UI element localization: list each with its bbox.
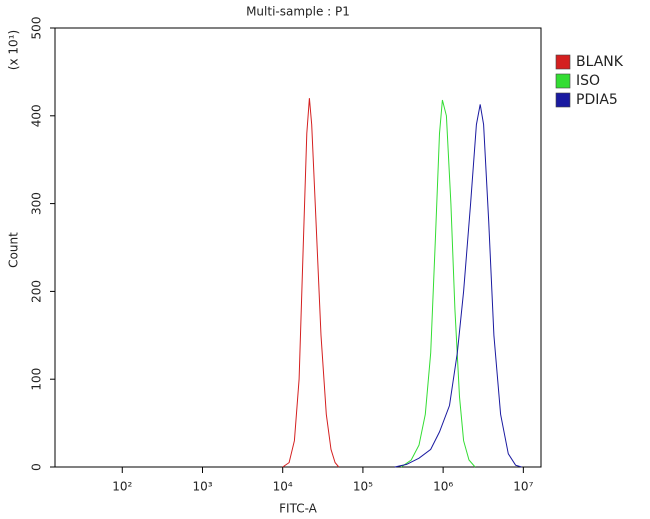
legend-label: BLANK bbox=[576, 54, 624, 70]
legend-label: ISO bbox=[576, 73, 600, 89]
x-axis-label: FITC-A bbox=[279, 502, 318, 516]
y-multiplier: (x 10¹) bbox=[7, 30, 21, 70]
x-tick-label: 10⁶ bbox=[433, 480, 453, 494]
y-tick-label: 300 bbox=[30, 192, 44, 215]
x-tick-label: 10⁵ bbox=[353, 480, 373, 494]
legend-swatch bbox=[555, 92, 571, 108]
y-tick-label: 500 bbox=[30, 17, 44, 40]
y-tick-label: 0 bbox=[30, 463, 44, 471]
histogram-line bbox=[400, 99, 476, 468]
y-tick-label: 200 bbox=[30, 280, 44, 303]
x-tick-label: 10² bbox=[112, 480, 132, 494]
legend-swatch bbox=[555, 73, 571, 89]
y-axis-label: Count bbox=[7, 232, 21, 268]
y-tick-label: 100 bbox=[30, 368, 44, 391]
x-tick-label: 10³ bbox=[192, 480, 212, 494]
x-tick-label: 10⁴ bbox=[273, 480, 293, 494]
chart-title: Multi-sample : P1 bbox=[246, 5, 350, 19]
legend-swatch bbox=[555, 54, 571, 70]
histogram-line bbox=[282, 98, 340, 468]
histogram-line bbox=[394, 104, 522, 468]
y-tick-label: 400 bbox=[30, 104, 44, 127]
legend-label: PDIA5 bbox=[576, 92, 618, 108]
plot-frame bbox=[54, 27, 542, 468]
x-tick-label: 10⁷ bbox=[513, 480, 533, 494]
